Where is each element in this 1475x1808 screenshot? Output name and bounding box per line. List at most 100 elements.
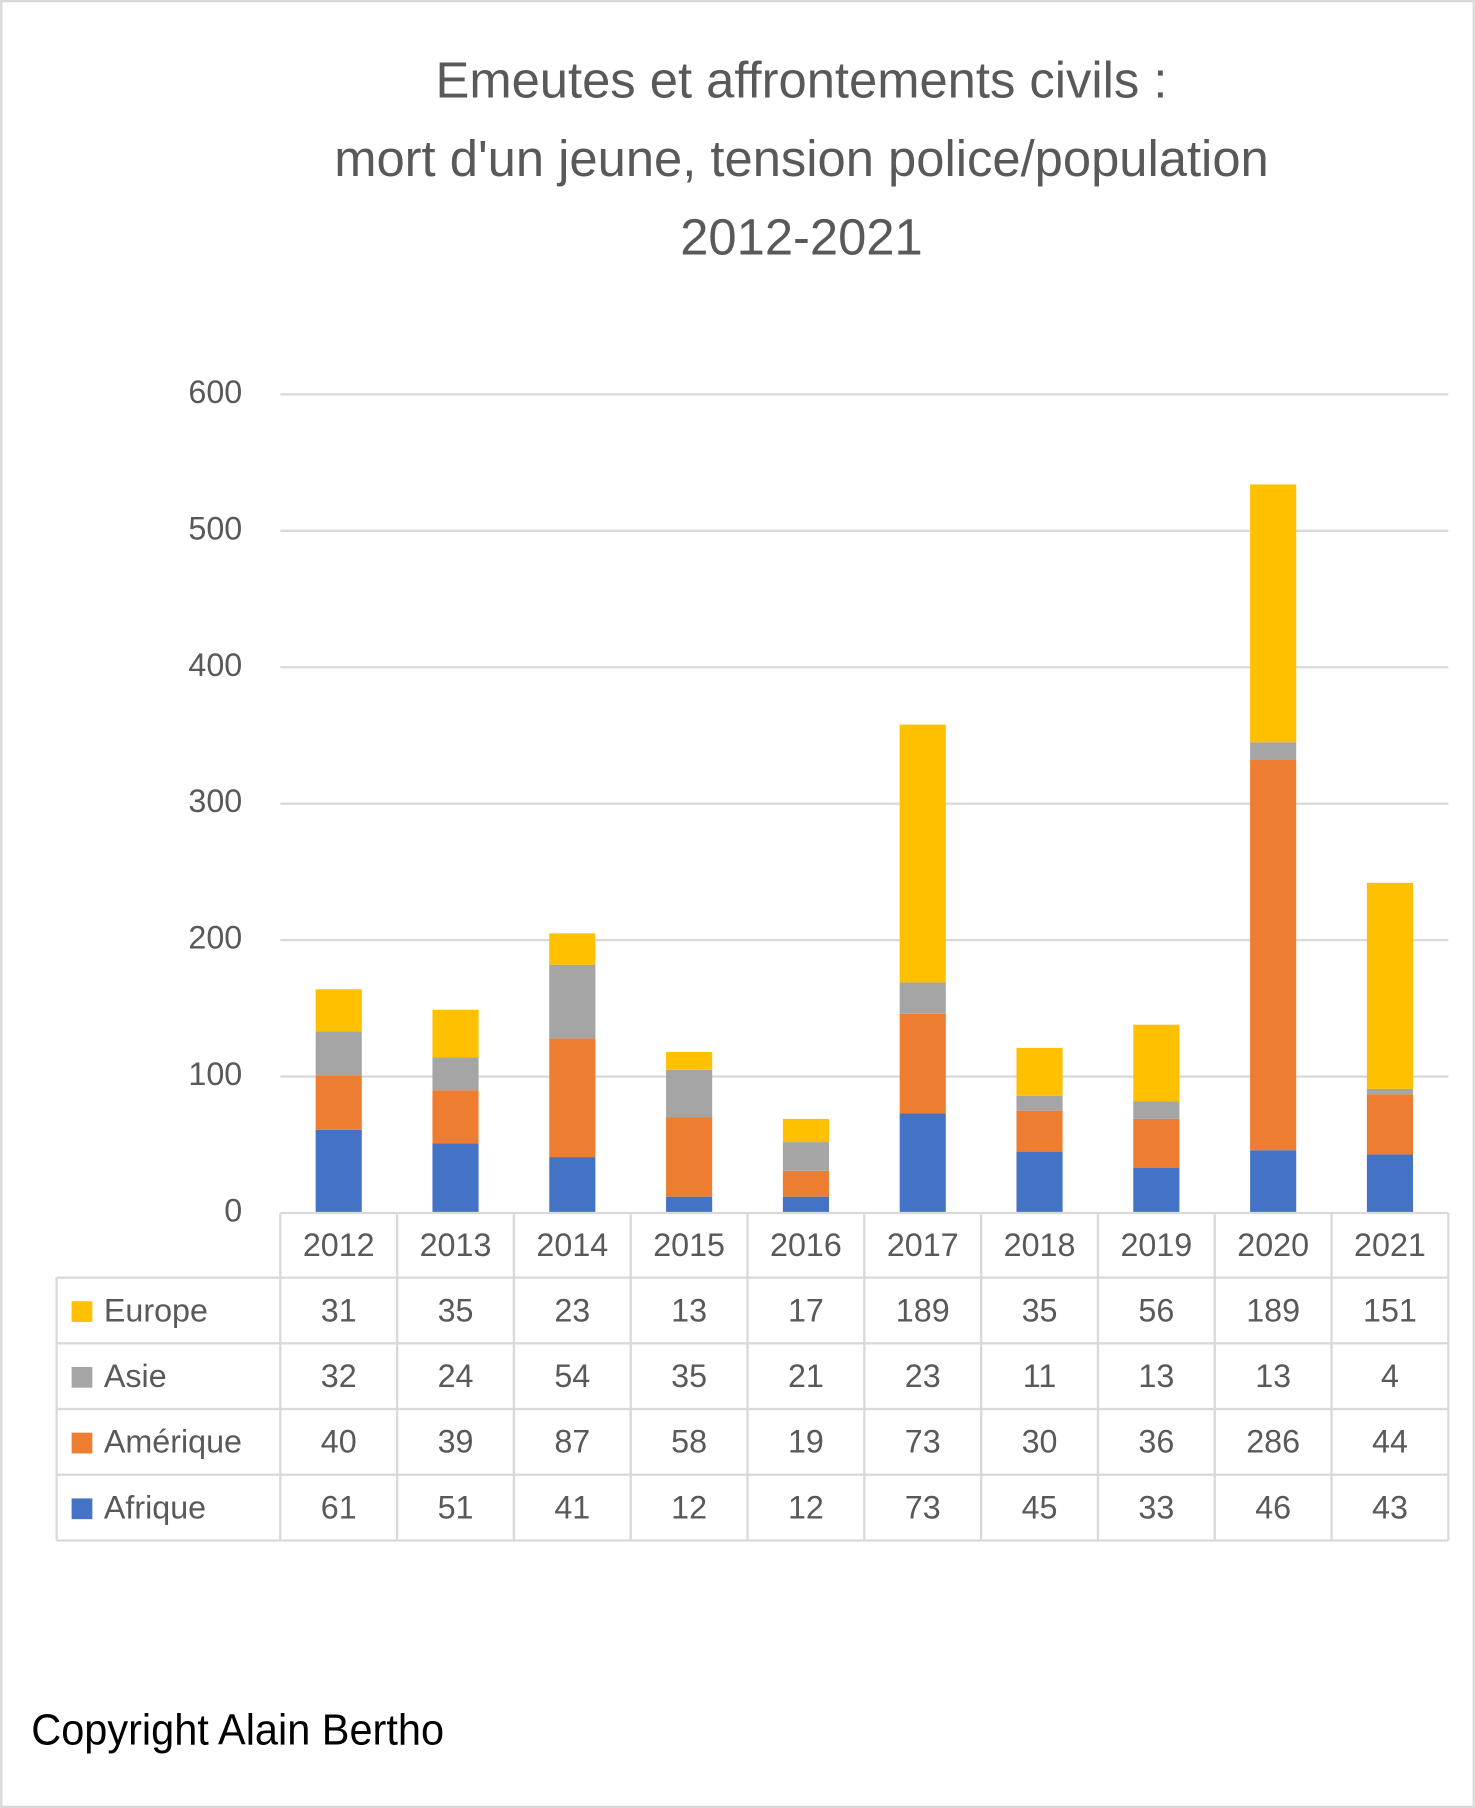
table-value: 31	[321, 1292, 357, 1328]
x-tick-label: 2012	[303, 1227, 375, 1263]
x-tick-label: 2020	[1237, 1227, 1309, 1263]
bar-segment	[1133, 1167, 1180, 1214]
table-value: 87	[554, 1424, 590, 1460]
table-value: 40	[321, 1424, 357, 1460]
x-tick-label: 2018	[1004, 1227, 1076, 1263]
chart-title: Emeutes et affrontements civils :	[436, 52, 1168, 109]
y-tick-label: 400	[188, 647, 242, 683]
bar-segment	[1250, 742, 1297, 761]
legend-swatch	[71, 1301, 93, 1322]
table-value: 73	[905, 1424, 941, 1460]
x-tick-label: 2019	[1120, 1227, 1192, 1263]
table-value: 61	[321, 1489, 357, 1525]
y-tick-label: 500	[188, 510, 242, 546]
table-value: 17	[788, 1292, 824, 1328]
table-value: 189	[896, 1292, 950, 1328]
bar-segment	[782, 1170, 829, 1197]
table-value: 56	[1138, 1292, 1174, 1328]
y-tick-label: 300	[188, 783, 242, 819]
table-value: 35	[1022, 1292, 1058, 1328]
table-value: 54	[554, 1358, 590, 1394]
bar-segment	[782, 1196, 829, 1214]
bar-segment	[899, 982, 946, 1014]
table-value: 73	[905, 1489, 941, 1525]
table-value: 13	[1255, 1358, 1291, 1394]
table-value: 44	[1372, 1424, 1408, 1460]
table-value: 151	[1363, 1292, 1417, 1328]
x-tick-label: 2015	[653, 1227, 725, 1263]
bar-segment	[666, 1196, 713, 1214]
table-value: 58	[671, 1424, 707, 1460]
bar-segment	[432, 1143, 479, 1214]
legend-label: Europe	[104, 1292, 208, 1328]
legend-label: Asie	[104, 1358, 167, 1394]
y-tick-label: 100	[188, 1056, 242, 1092]
bar-segment	[899, 1113, 946, 1214]
legend-label: Afrique	[104, 1489, 206, 1525]
footer: Copyright Alain Bertho	[31, 1706, 444, 1755]
bar-segment	[1016, 1047, 1063, 1096]
table-value: 35	[438, 1292, 474, 1328]
table-value: 46	[1255, 1489, 1291, 1525]
bar-segment	[666, 1069, 713, 1118]
bar-segment	[666, 1052, 713, 1070]
x-tick-label: 2016	[770, 1227, 842, 1263]
x-tick-label: 2014	[536, 1227, 608, 1263]
legend-label: Amérique	[104, 1424, 242, 1460]
table-value: 51	[438, 1489, 474, 1525]
legend-swatch	[71, 1498, 93, 1520]
table-value: 43	[1372, 1489, 1408, 1525]
bar-segment	[315, 989, 362, 1032]
bar-segment	[1366, 1154, 1414, 1214]
bar-segment	[432, 1090, 479, 1144]
legend-swatch	[71, 1432, 93, 1454]
bar-segment	[1016, 1110, 1063, 1152]
y-tick-label: 200	[188, 920, 242, 956]
bar-segment	[1366, 882, 1414, 1089]
table-value: 21	[788, 1358, 824, 1394]
bar-segment	[549, 1157, 596, 1214]
table-value: 4	[1381, 1358, 1399, 1394]
bar-segment	[782, 1118, 829, 1143]
y-tick-label: 0	[224, 1193, 242, 1229]
legend-swatch	[71, 1366, 93, 1388]
table-value: 45	[1022, 1489, 1058, 1525]
table-value: 35	[671, 1358, 707, 1394]
bar-segment	[782, 1142, 829, 1171]
table-value: 32	[321, 1358, 357, 1394]
bar-segment	[432, 1057, 479, 1091]
y-tick-label: 600	[188, 374, 242, 410]
table-value: 24	[438, 1358, 474, 1394]
table-value: 12	[671, 1489, 707, 1525]
bar-segment	[1133, 1118, 1180, 1168]
bar-segment	[1250, 1150, 1297, 1214]
table-value: 23	[554, 1292, 590, 1328]
bar-segment	[315, 1075, 362, 1130]
bar-segment	[899, 724, 946, 983]
bar-segment	[432, 1009, 479, 1058]
table-value: 13	[671, 1292, 707, 1328]
table-value: 33	[1138, 1489, 1174, 1525]
bar-segment	[1366, 1094, 1414, 1155]
table-value: 11	[1023, 1358, 1057, 1394]
x-tick-label: 2021	[1354, 1227, 1426, 1263]
table-value: 13	[1138, 1358, 1174, 1394]
bar-segment	[1016, 1151, 1063, 1214]
chart-title: 2012-2021	[680, 208, 923, 265]
bar-segment	[1250, 484, 1297, 743]
table-value: 189	[1246, 1292, 1300, 1328]
bar-segment	[899, 1013, 946, 1114]
bar-segment	[1016, 1095, 1063, 1111]
x-tick-label: 2017	[887, 1227, 959, 1263]
table-value: 19	[788, 1424, 824, 1460]
table-value: 30	[1022, 1424, 1058, 1460]
table-value: 286	[1246, 1424, 1300, 1460]
bar-segment	[549, 1038, 596, 1158]
table-value: 36	[1138, 1424, 1174, 1460]
bar-segment	[315, 1129, 362, 1214]
table-value: 39	[438, 1424, 474, 1460]
table-value: 41	[554, 1489, 590, 1525]
bar-segment	[1250, 760, 1297, 1151]
